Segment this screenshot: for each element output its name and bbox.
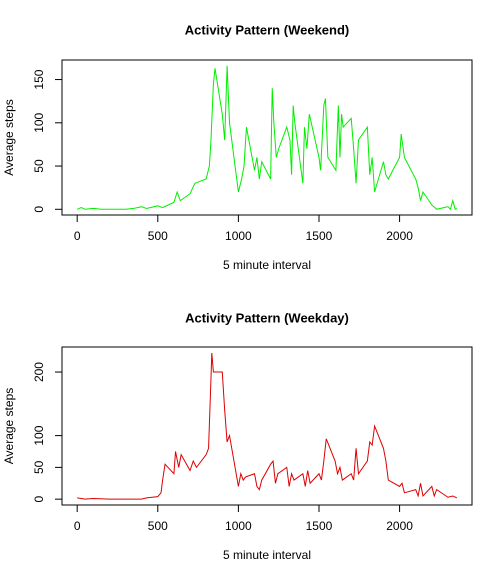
x-tick-label: 0 bbox=[74, 229, 81, 243]
y-tick-label: 100 bbox=[32, 425, 46, 445]
y-tick-label: 50 bbox=[32, 460, 46, 474]
y-tick-label: 200 bbox=[32, 362, 46, 382]
chart-title: Activity Pattern (Weekend) bbox=[185, 22, 349, 37]
y-tick-label: 0 bbox=[32, 495, 46, 502]
x-axis-label: 5 minute interval bbox=[223, 548, 311, 562]
x-tick-label: 500 bbox=[148, 519, 168, 533]
y-tick-label: 50 bbox=[32, 159, 46, 173]
x-tick-label: 1000 bbox=[225, 519, 252, 533]
x-tick-label: 1500 bbox=[306, 519, 333, 533]
x-tick-label: 2000 bbox=[386, 519, 413, 533]
x-tick-label: 500 bbox=[148, 229, 168, 243]
y-axis-label: Average steps bbox=[2, 99, 16, 176]
x-tick-label: 1500 bbox=[306, 229, 333, 243]
y-axis-label: Average steps bbox=[2, 388, 16, 465]
y-tick-label: 100 bbox=[32, 112, 46, 132]
y-tick-label: 0 bbox=[32, 206, 46, 213]
chart-title: Activity Pattern (Weekday) bbox=[185, 310, 349, 325]
y-tick-label: 150 bbox=[32, 69, 46, 89]
x-axis-label: 5 minute interval bbox=[223, 258, 311, 272]
data-line bbox=[77, 352, 458, 500]
x-tick-label: 2000 bbox=[386, 229, 413, 243]
plot-frame bbox=[61, 59, 473, 216]
data-line bbox=[76, 65, 458, 211]
plot-frame bbox=[61, 346, 473, 506]
x-tick-label: 1000 bbox=[225, 229, 252, 243]
x-tick-label: 0 bbox=[74, 519, 81, 533]
